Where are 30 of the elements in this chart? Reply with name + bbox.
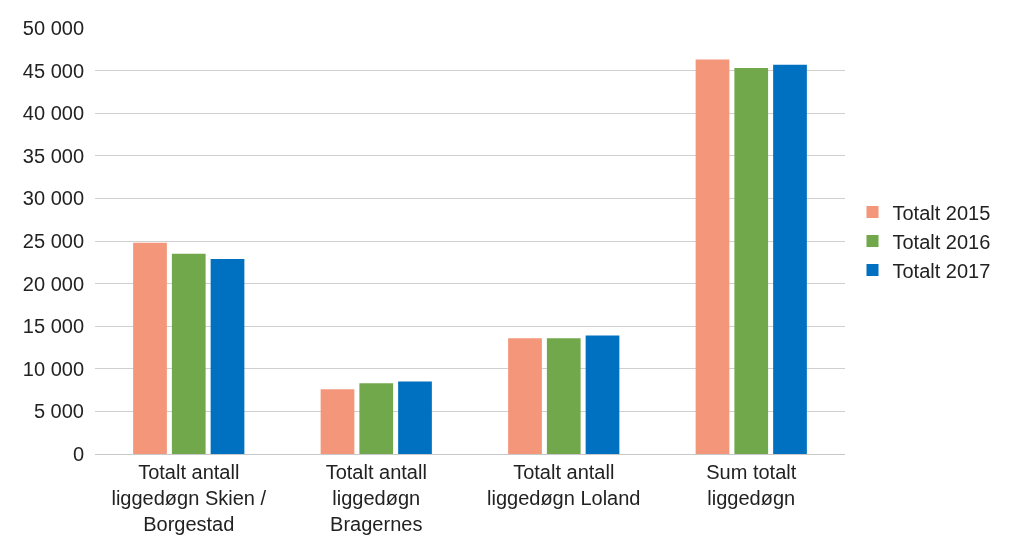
bar [508, 338, 542, 454]
bar [171, 253, 206, 454]
bar [585, 335, 620, 454]
bar [359, 383, 394, 454]
legend-label: Totalt 2016 [892, 230, 991, 253]
y-tick-label: 10 000 [22, 357, 84, 380]
bar [695, 59, 730, 454]
y-tick-label: 0 [72, 443, 84, 465]
y-tick-label: 25 000 [22, 230, 84, 252]
y-tick-label: 5 000 [33, 400, 84, 423]
y-tick-label: 45 000 [22, 59, 84, 82]
y-tick-label: 20 000 [22, 272, 84, 295]
y-tick-label: 35 000 [22, 144, 84, 167]
y-tick-label: 50 000 [22, 17, 84, 39]
y-tick-label: 40 000 [22, 102, 84, 125]
legend-label: Totalt 2017 [892, 259, 991, 282]
x-tick-label: Totalt antall liggedøgn Bragernes [325, 461, 427, 535]
bar [734, 68, 769, 454]
y-tick-label: 15 000 [22, 315, 84, 338]
x-tick-label: Totalt antall liggedøgn Loland [487, 461, 641, 509]
bar [133, 242, 167, 454]
x-tick-label: Sum totalt liggedøgn [706, 461, 797, 509]
bar [320, 389, 355, 454]
bar [546, 338, 581, 454]
bar [398, 381, 432, 454]
bar [210, 258, 245, 454]
bar [773, 64, 807, 454]
legend-label: Totalt 2015 [892, 201, 991, 224]
x-tick-label: Totalt antall liggedøgn Skien / Borgestad [111, 461, 267, 535]
y-tick-label: 30 000 [22, 187, 84, 210]
